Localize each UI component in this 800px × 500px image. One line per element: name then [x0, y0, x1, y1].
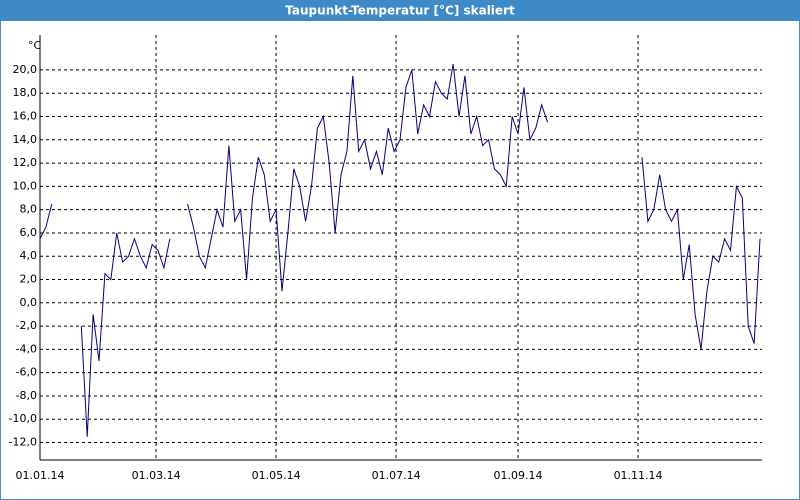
y-tick-label: 16,0: [13, 110, 38, 123]
y-tick-label: -12,0: [9, 436, 37, 449]
x-tick-label: 01.11.14: [614, 469, 663, 482]
x-tick-label: 01.01.14: [16, 469, 65, 482]
x-tick-label: 01.05.14: [252, 469, 301, 482]
y-tick-label: 20,0: [13, 63, 38, 76]
y-tick-label: -8,0: [16, 389, 37, 402]
y-axis-label: °C: [28, 39, 42, 52]
y-tick-label: 6,0: [20, 226, 38, 239]
y-tick-label: 18,0: [13, 86, 38, 99]
y-tick-label: 12,0: [13, 156, 38, 169]
y-tick-label: 10,0: [13, 179, 38, 192]
y-tick-label: -6,0: [16, 366, 37, 379]
data-line: [39, 64, 761, 437]
y-tick-label: -4,0: [16, 342, 37, 355]
y-tick-label: 4,0: [20, 249, 38, 262]
y-tick-label: 8,0: [20, 203, 38, 216]
chart-title: Taupunkt-Temperatur [°C] skaliert: [285, 4, 515, 18]
y-tick-label: -10,0: [9, 412, 37, 425]
title-bar: [0, 0, 800, 21]
y-tick-label: 2,0: [20, 273, 38, 286]
y-tick-label: 14,0: [13, 133, 38, 146]
x-tick-label: 01.07.14: [372, 469, 421, 482]
x-tick-label: 01.09.14: [494, 469, 543, 482]
y-tick-label: -2,0: [16, 319, 37, 332]
y-tick-label: 0,0: [20, 296, 38, 309]
x-tick-label: 01.03.14: [132, 469, 181, 482]
